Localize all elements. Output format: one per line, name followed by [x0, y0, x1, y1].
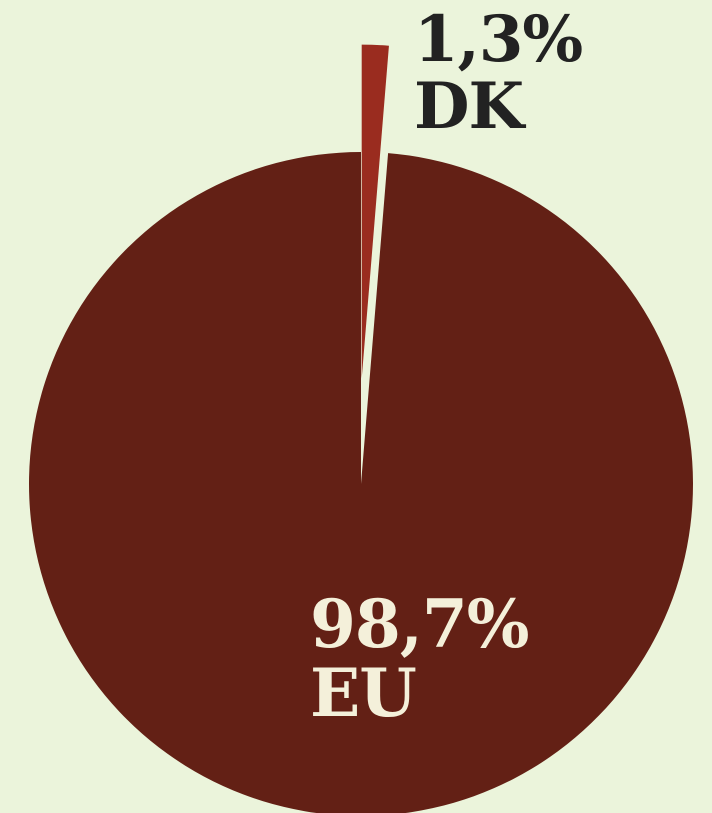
- slice-value-label-dk: 1,3%: [414, 2, 583, 77]
- pie-slice-dk: [361, 44, 389, 379]
- slice-category-label-dk: DK: [414, 69, 524, 145]
- slice-label-eu: 98,7% EU: [310, 585, 529, 733]
- slice-label-dk: 1,3% DK: [414, 2, 583, 145]
- slice-value-label-eu: 98,7%: [310, 585, 529, 663]
- slice-category-label-eu: EU: [310, 654, 417, 733]
- pie-slice-eu: [29, 152, 693, 813]
